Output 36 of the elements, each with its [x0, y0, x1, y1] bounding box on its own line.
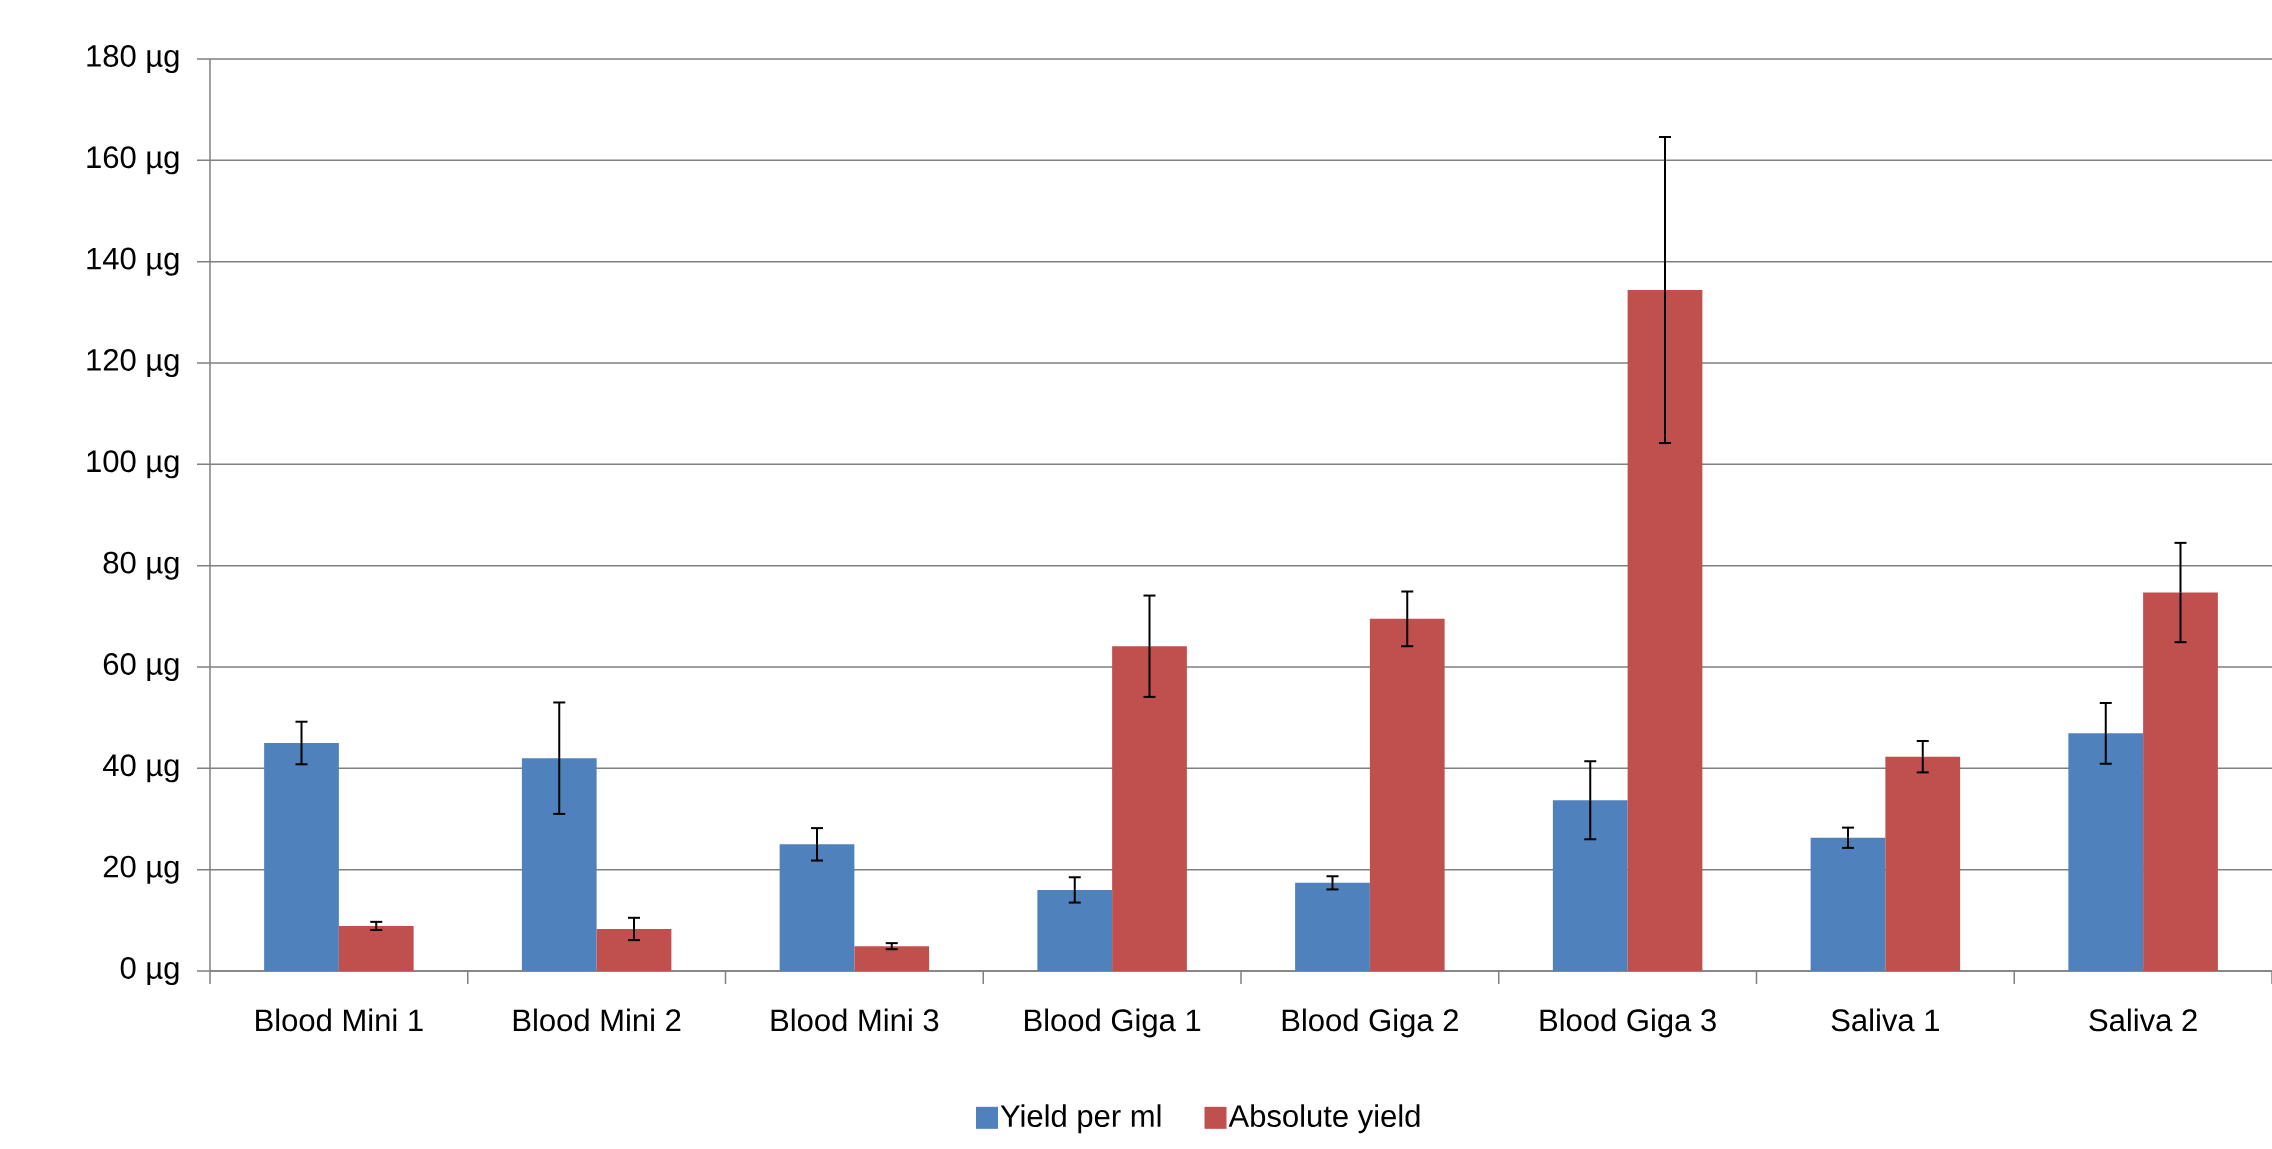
bar: [596, 928, 672, 971]
y-tick-label: 140 µg: [87, 247, 179, 276]
bar: [521, 758, 597, 971]
legend-label: Yield per ml: [1000, 1104, 1161, 1134]
bar: [264, 743, 339, 971]
x-tick-label: Blood Mini 2: [513, 1008, 681, 1032]
x-tick-label: Blood Mini 3: [771, 1008, 939, 1032]
y-tick-label: 80 µg: [103, 551, 179, 580]
bar: [1885, 756, 1961, 971]
bar: [1037, 889, 1113, 971]
legend-label: Absolute yield: [1228, 1104, 1420, 1134]
x-tick-label: Blood Giga 3: [1540, 1008, 1716, 1038]
y-tick-label: 120 µg: [87, 348, 179, 378]
y-tick-label: 40 µg: [102, 754, 179, 783]
bar: [2143, 592, 2218, 971]
bar: [854, 946, 930, 971]
x-tick-label: Blood Giga 2: [1282, 1008, 1458, 1038]
bar: [779, 844, 855, 971]
bar: [1112, 646, 1187, 971]
x-tick-label: Blood Giga 1: [1025, 1008, 1201, 1038]
x-tick-label: Saliva 1: [1831, 1008, 1939, 1032]
y-tick-label: 100 µg: [87, 450, 179, 479]
y-tick-label: 180 µg: [87, 44, 179, 74]
bar: [1627, 290, 1703, 971]
x-tick-label: Blood Mini 1: [256, 1008, 423, 1032]
bar: [2068, 733, 2144, 971]
y-tick-label: 20 µg: [103, 855, 179, 884]
bar: [338, 925, 414, 971]
bar: [1552, 800, 1628, 971]
bar: [1810, 837, 1886, 971]
y-tick-label: 160 µg: [87, 146, 179, 175]
x-tick-label: Saliva 2: [2089, 1008, 2197, 1032]
y-tick-label: 60 µg: [103, 652, 179, 682]
y-tick-label: 0 µg: [120, 956, 179, 986]
bar: [1369, 618, 1445, 971]
bar: [1295, 882, 1370, 971]
